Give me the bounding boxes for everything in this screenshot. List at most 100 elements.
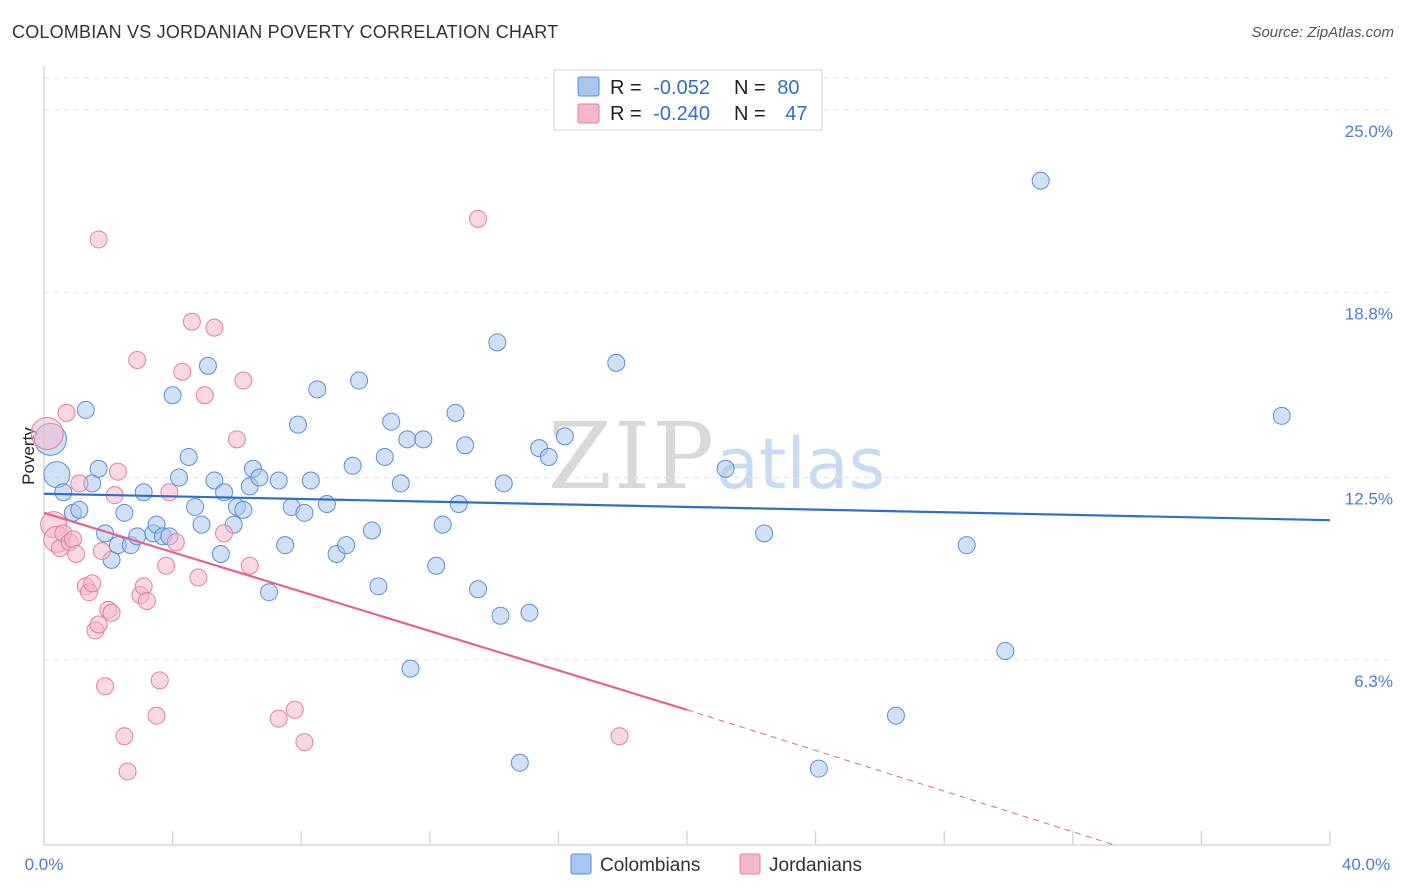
chart-title: COLOMBIAN VS JORDANIAN POVERTY CORRELATI… [12, 22, 559, 42]
watermark-atlas: atlas [716, 423, 885, 505]
series-legend-swatch-colombians [570, 853, 592, 875]
legend-r-label: R = [610, 103, 647, 125]
colombians-point [54, 483, 73, 502]
watermark: ZIP atlas [548, 403, 885, 510]
colombians-point [1031, 171, 1050, 190]
series-legend-label-colombians: Colombians [600, 855, 700, 876]
colombians-point [494, 474, 513, 493]
colombians-point [179, 447, 198, 466]
y-tick-label: 6.3% [1354, 672, 1393, 691]
colombians-point [414, 430, 433, 449]
colombians-point [996, 641, 1015, 660]
jordanians-point [150, 671, 169, 690]
colombians-point [510, 753, 529, 772]
colombians-point [295, 503, 314, 522]
colombians-point [446, 403, 465, 422]
colombians-point [115, 503, 134, 522]
colombians-point [401, 659, 420, 678]
stats-legend: R = -0.052 N = 80 R = -0.240 N = 47 [553, 69, 823, 131]
legend-swatch-jordanians [577, 103, 600, 124]
jordanians-point [108, 462, 127, 481]
jordanians-point [92, 542, 111, 561]
x-ticks [43, 831, 1331, 845]
legend-n-jordanians: N = 47 [734, 103, 808, 125]
colombians-point [391, 474, 410, 493]
colombians-point [234, 500, 253, 519]
colombians-trend-line [43, 492, 1331, 522]
jordanians-point [215, 524, 234, 543]
colombians-point [163, 386, 182, 405]
series-legend-swatch-jordanians [739, 853, 761, 875]
legend-n-value: 47 [785, 103, 807, 125]
legend-row-colombians: R = -0.052 [610, 77, 710, 99]
legend-n-label: N = [734, 77, 771, 99]
watermark-zip: ZIP [548, 403, 716, 510]
colombians-point [276, 536, 295, 555]
jordanians-point [30, 416, 64, 450]
y-tick-label: 25.0% [1345, 122, 1393, 141]
colombians-point [539, 447, 558, 466]
jordanians-point [160, 483, 179, 502]
colombians-point [211, 544, 230, 563]
jordanians-trend-line [43, 511, 688, 711]
colombians-point [716, 459, 735, 478]
jordanians-point [166, 533, 185, 552]
colombians-point [89, 459, 108, 478]
legend-r-value: -0.240 [653, 103, 710, 125]
jordanians-point [57, 403, 76, 422]
colombians-point [198, 356, 217, 375]
colombians-point [449, 495, 468, 514]
colombians-point [398, 430, 417, 449]
colombians-point [186, 497, 205, 516]
jordanians-point [173, 362, 192, 381]
colombians-point [192, 515, 211, 534]
colombians-point [607, 353, 626, 372]
colombians-point [382, 412, 401, 431]
colombians-point [555, 427, 574, 446]
legend-swatch-colombians [577, 76, 600, 97]
colombians-point [520, 603, 539, 622]
jordanians-point [70, 474, 89, 493]
jordanians-point [227, 430, 246, 449]
jordanians-point [118, 762, 137, 781]
jordanians-point [137, 592, 156, 611]
colombians-point [134, 483, 153, 502]
colombians-point [469, 580, 488, 599]
colombians-point [362, 521, 381, 540]
jordanians-point [240, 556, 259, 575]
legend-r-value: -0.052 [653, 77, 710, 99]
legend-row-jordanians: R = -0.240 [610, 103, 710, 125]
colombians-point [70, 500, 89, 519]
jordanians-point [205, 318, 224, 337]
series-legend-label-jordanians: Jordanians [769, 855, 862, 876]
colombians-point [205, 471, 224, 490]
colombians-point [260, 583, 279, 602]
jordanians-point [295, 733, 314, 752]
colombians-point [317, 495, 336, 514]
trend-lines [43, 492, 1331, 846]
colombians-point [350, 371, 369, 390]
colombians-point [491, 606, 510, 625]
colombians-point [456, 436, 475, 455]
colombians-point [427, 556, 446, 575]
jordanians-point [285, 700, 304, 719]
colombians-point [488, 333, 507, 352]
colombians-point [433, 515, 452, 534]
jordanians-point [96, 677, 115, 696]
jordanians-point [234, 371, 253, 390]
jordanians-point [83, 574, 102, 593]
colombians-point [288, 415, 307, 434]
jordanians-point [128, 350, 147, 369]
colombians-point [170, 468, 189, 487]
y-tick-label: 12.5% [1345, 490, 1393, 509]
x-tick-label-min: 0.0% [25, 855, 64, 874]
colombians-point [308, 380, 327, 399]
colombians-point [886, 706, 905, 725]
colombians-point [337, 536, 356, 555]
jordanians-point [182, 312, 201, 331]
colombians-point [375, 447, 394, 466]
jordanians-point [195, 386, 214, 405]
series-legend: Colombians Jordanians [570, 853, 862, 876]
jordanians-point [147, 706, 166, 725]
